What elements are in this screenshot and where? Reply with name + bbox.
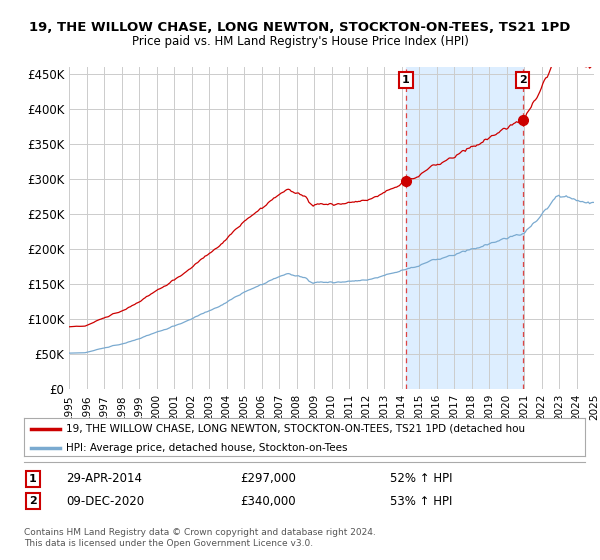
Text: 1: 1	[402, 75, 410, 85]
Text: Price paid vs. HM Land Registry's House Price Index (HPI): Price paid vs. HM Land Registry's House …	[131, 35, 469, 48]
Text: 19, THE WILLOW CHASE, LONG NEWTON, STOCKTON-ON-TEES, TS21 1PD (detached hou: 19, THE WILLOW CHASE, LONG NEWTON, STOCK…	[66, 423, 525, 433]
Text: 19, THE WILLOW CHASE, LONG NEWTON, STOCKTON-ON-TEES, TS21 1PD: 19, THE WILLOW CHASE, LONG NEWTON, STOCK…	[29, 21, 571, 34]
Text: 29-APR-2014: 29-APR-2014	[66, 472, 142, 486]
Text: 53% ↑ HPI: 53% ↑ HPI	[390, 494, 452, 508]
Text: Contains HM Land Registry data © Crown copyright and database right 2024.: Contains HM Land Registry data © Crown c…	[24, 528, 376, 536]
Bar	[406, 67, 523, 389]
Text: 09-DEC-2020: 09-DEC-2020	[66, 494, 144, 508]
Text: 1: 1	[29, 474, 37, 484]
Text: £297,000: £297,000	[240, 472, 296, 486]
Text: HPI: Average price, detached house, Stockton-on-Tees: HPI: Average price, detached house, Stoc…	[66, 443, 347, 453]
Text: 52% ↑ HPI: 52% ↑ HPI	[390, 472, 452, 486]
Text: 2: 2	[29, 496, 37, 506]
Text: £340,000: £340,000	[240, 494, 296, 508]
Text: 2: 2	[518, 75, 526, 85]
Text: This data is licensed under the Open Government Licence v3.0.: This data is licensed under the Open Gov…	[24, 539, 313, 548]
